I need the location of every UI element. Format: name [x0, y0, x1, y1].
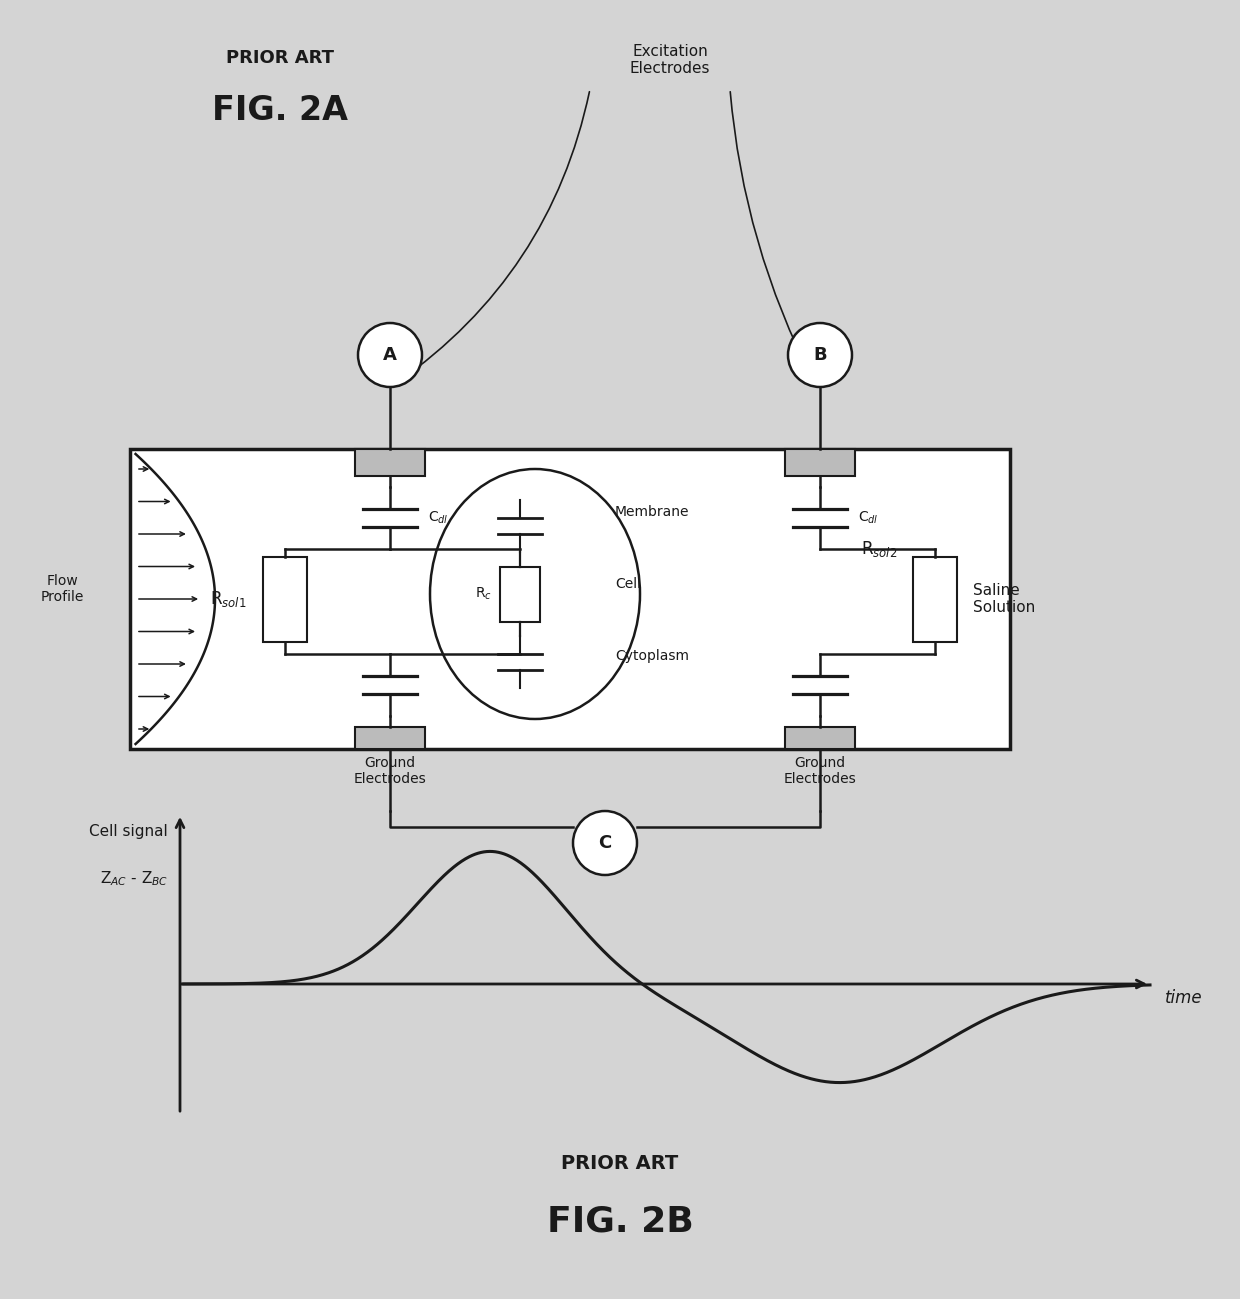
Bar — [130, 449, 1011, 750]
Text: Cytoplasm: Cytoplasm — [615, 650, 689, 662]
Text: Ground
Electrodes: Ground Electrodes — [353, 756, 427, 786]
Text: Cell signal: Cell signal — [89, 824, 167, 839]
Text: C$_{dl}$: C$_{dl}$ — [428, 509, 449, 526]
Text: C: C — [599, 834, 611, 852]
Text: time: time — [1166, 989, 1203, 1007]
Bar — [500, 566, 539, 621]
Bar — [263, 556, 308, 642]
Circle shape — [787, 323, 852, 387]
Bar — [355, 449, 425, 475]
Text: R$_{sol1}$: R$_{sol1}$ — [211, 588, 247, 609]
Bar — [785, 449, 856, 475]
Text: Membrane: Membrane — [615, 505, 689, 520]
Ellipse shape — [430, 469, 640, 720]
Text: B: B — [813, 346, 827, 364]
Circle shape — [573, 811, 637, 876]
Text: PRIOR ART: PRIOR ART — [562, 1154, 678, 1173]
Text: Cell: Cell — [615, 577, 641, 591]
Text: FIG. 2B: FIG. 2B — [547, 1204, 693, 1238]
Text: C$_{dl}$: C$_{dl}$ — [858, 509, 879, 526]
Text: Ground
Electrodes: Ground Electrodes — [784, 756, 857, 786]
Text: R$_{sol2}$: R$_{sol2}$ — [861, 539, 897, 559]
Text: Flow
Profile: Flow Profile — [41, 574, 83, 604]
Text: PRIOR ART: PRIOR ART — [226, 49, 334, 68]
Text: FIG. 2A: FIG. 2A — [212, 94, 348, 127]
Bar — [785, 727, 856, 750]
Circle shape — [358, 323, 422, 387]
Text: Saline
Solution: Saline Solution — [973, 583, 1035, 616]
Text: R$_{c}$: R$_{c}$ — [475, 586, 492, 603]
Bar — [913, 556, 957, 642]
Bar — [355, 727, 425, 750]
Text: Excitation
Electrodes: Excitation Electrodes — [630, 44, 711, 77]
Text: A: A — [383, 346, 397, 364]
Text: Z$_{AC}$ - Z$_{BC}$: Z$_{AC}$ - Z$_{BC}$ — [99, 869, 167, 887]
